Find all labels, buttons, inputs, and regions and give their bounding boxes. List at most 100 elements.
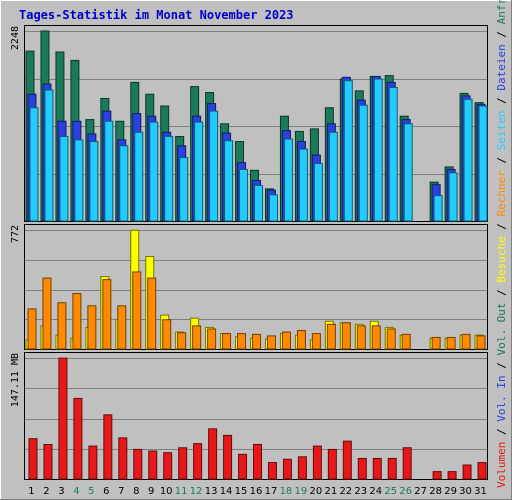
bar-volumen-day-7 bbox=[118, 437, 128, 480]
bar-rechner-day-14 bbox=[222, 333, 232, 350]
bar-rechner-day-15 bbox=[237, 333, 247, 350]
x-label-day-24: 24 bbox=[369, 486, 382, 497]
bar-rechner-day-31 bbox=[476, 335, 486, 350]
bar-rechner-day-9 bbox=[147, 277, 157, 350]
x-label-day-26: 26 bbox=[399, 486, 412, 497]
x-label-day-27: 27 bbox=[414, 486, 427, 497]
panel-top: 2248 bbox=[10, 25, 488, 222]
bar-rechner-day-11 bbox=[177, 332, 187, 350]
x-label-day-3: 3 bbox=[58, 486, 64, 497]
x-label-day-18: 18 bbox=[280, 486, 293, 497]
bar-seiten-day-26 bbox=[403, 123, 413, 222]
bar-volumen-day-8 bbox=[133, 448, 143, 480]
bar-seiten-day-20 bbox=[313, 163, 323, 222]
x-label-day-25: 25 bbox=[384, 486, 397, 497]
bar-rechner-day-28 bbox=[431, 336, 441, 350]
bar-rechner-day-5 bbox=[87, 305, 97, 350]
bar-rechner-day-25 bbox=[386, 328, 396, 350]
bar-rechner-day-19 bbox=[296, 330, 306, 350]
x-label-day-21: 21 bbox=[324, 486, 337, 497]
bar-rechner-day-24 bbox=[371, 325, 381, 350]
bar-rechner-day-8 bbox=[132, 271, 142, 350]
x-label-day-15: 15 bbox=[235, 486, 248, 497]
x-label-day-20: 20 bbox=[310, 486, 323, 497]
x-label-day-2: 2 bbox=[43, 486, 49, 497]
bar-volumen-day-3 bbox=[58, 357, 68, 480]
bar-rechner-day-26 bbox=[401, 333, 411, 350]
bar-volumen-day-4 bbox=[73, 397, 83, 480]
bar-rechner-day-2 bbox=[42, 277, 52, 350]
bar-seiten-day-16 bbox=[254, 185, 264, 222]
bar-rechner-day-17 bbox=[266, 335, 276, 350]
x-label-day-11: 11 bbox=[175, 486, 188, 497]
bar-rechner-day-16 bbox=[252, 333, 262, 350]
bar-seiten-day-30 bbox=[463, 98, 473, 222]
bar-rechner-day-20 bbox=[311, 333, 321, 350]
bar-volumen-day-25 bbox=[387, 457, 397, 480]
bar-seiten-day-23 bbox=[358, 104, 368, 222]
bar-rechner-day-12 bbox=[192, 325, 202, 350]
bar-rechner-day-29 bbox=[446, 336, 456, 350]
chart-title: Tages-Statistik im Monat November 2023 bbox=[19, 8, 294, 22]
bar-seiten-day-5 bbox=[89, 141, 99, 222]
bar-seiten-day-13 bbox=[209, 110, 219, 222]
bar-volumen-day-22 bbox=[342, 440, 352, 480]
ymax-label-bottom: 147.11 MB bbox=[10, 353, 21, 407]
bar-rechner-day-3 bbox=[57, 302, 67, 350]
bar-seiten-day-18 bbox=[283, 138, 293, 222]
x-label-day-16: 16 bbox=[250, 486, 263, 497]
x-label-day-14: 14 bbox=[220, 486, 233, 497]
bar-volumen-day-1 bbox=[28, 438, 38, 480]
bar-seiten-day-9 bbox=[149, 121, 159, 222]
bar-volumen-day-10 bbox=[163, 452, 173, 480]
x-label-day-28: 28 bbox=[429, 486, 442, 497]
bar-seiten-day-25 bbox=[388, 86, 398, 222]
bar-seiten-day-2 bbox=[44, 89, 54, 222]
bar-rechner-day-7 bbox=[117, 305, 127, 350]
bar-seiten-day-1 bbox=[29, 107, 39, 222]
bar-volumen-day-18 bbox=[282, 458, 292, 480]
bar-volumen-day-19 bbox=[297, 456, 307, 480]
bar-volumen-day-30 bbox=[462, 464, 472, 480]
bar-rechner-day-30 bbox=[461, 333, 471, 350]
bar-volumen-day-6 bbox=[103, 414, 113, 480]
bar-rechner-day-23 bbox=[356, 325, 366, 350]
bar-volumen-day-11 bbox=[178, 447, 188, 480]
bar-volumen-day-15 bbox=[238, 453, 248, 480]
bar-volumen-day-17 bbox=[267, 462, 277, 480]
bar-volumen-day-21 bbox=[327, 448, 337, 480]
bar-seiten-day-14 bbox=[224, 140, 234, 222]
bar-seiten-day-31 bbox=[478, 105, 488, 222]
bar-seiten-day-24 bbox=[373, 78, 383, 222]
bar-volumen-day-16 bbox=[253, 443, 263, 480]
x-label-day-10: 10 bbox=[160, 486, 173, 497]
x-label-day-19: 19 bbox=[295, 486, 308, 497]
ymax-label-top: 2248 bbox=[10, 26, 21, 50]
x-label-day-23: 23 bbox=[354, 486, 367, 497]
bar-volumen-day-9 bbox=[148, 450, 158, 480]
x-label-day-30: 30 bbox=[459, 486, 472, 497]
x-label-day-7: 7 bbox=[118, 486, 124, 497]
bar-seiten-day-3 bbox=[59, 135, 69, 222]
bar-seiten-day-29 bbox=[448, 172, 458, 222]
ymax-label-middle: 772 bbox=[10, 225, 21, 243]
bar-volumen-day-14 bbox=[223, 434, 233, 480]
bar-volumen-day-29 bbox=[447, 471, 457, 480]
bar-seiten-day-28 bbox=[433, 195, 443, 222]
bar-seiten-day-7 bbox=[119, 145, 129, 222]
bar-seiten-day-22 bbox=[343, 80, 353, 222]
bar-rechner-day-6 bbox=[102, 279, 112, 350]
bar-seiten-day-19 bbox=[298, 148, 308, 222]
bar-volumen-day-31 bbox=[477, 462, 487, 480]
bar-seiten-day-12 bbox=[194, 121, 204, 222]
bar-seiten-day-8 bbox=[134, 131, 144, 222]
x-label-day-5: 5 bbox=[88, 486, 94, 497]
x-label-day-12: 12 bbox=[190, 486, 203, 497]
bar-volumen-day-24 bbox=[372, 457, 382, 480]
panel-bottom: 147.11 MB bbox=[10, 352, 488, 480]
x-label-day-22: 22 bbox=[339, 486, 352, 497]
bar-seiten-day-11 bbox=[179, 157, 189, 222]
bar-rechner-day-21 bbox=[326, 323, 336, 350]
bar-rechner-day-4 bbox=[72, 293, 82, 350]
bar-volumen-day-23 bbox=[357, 457, 367, 480]
